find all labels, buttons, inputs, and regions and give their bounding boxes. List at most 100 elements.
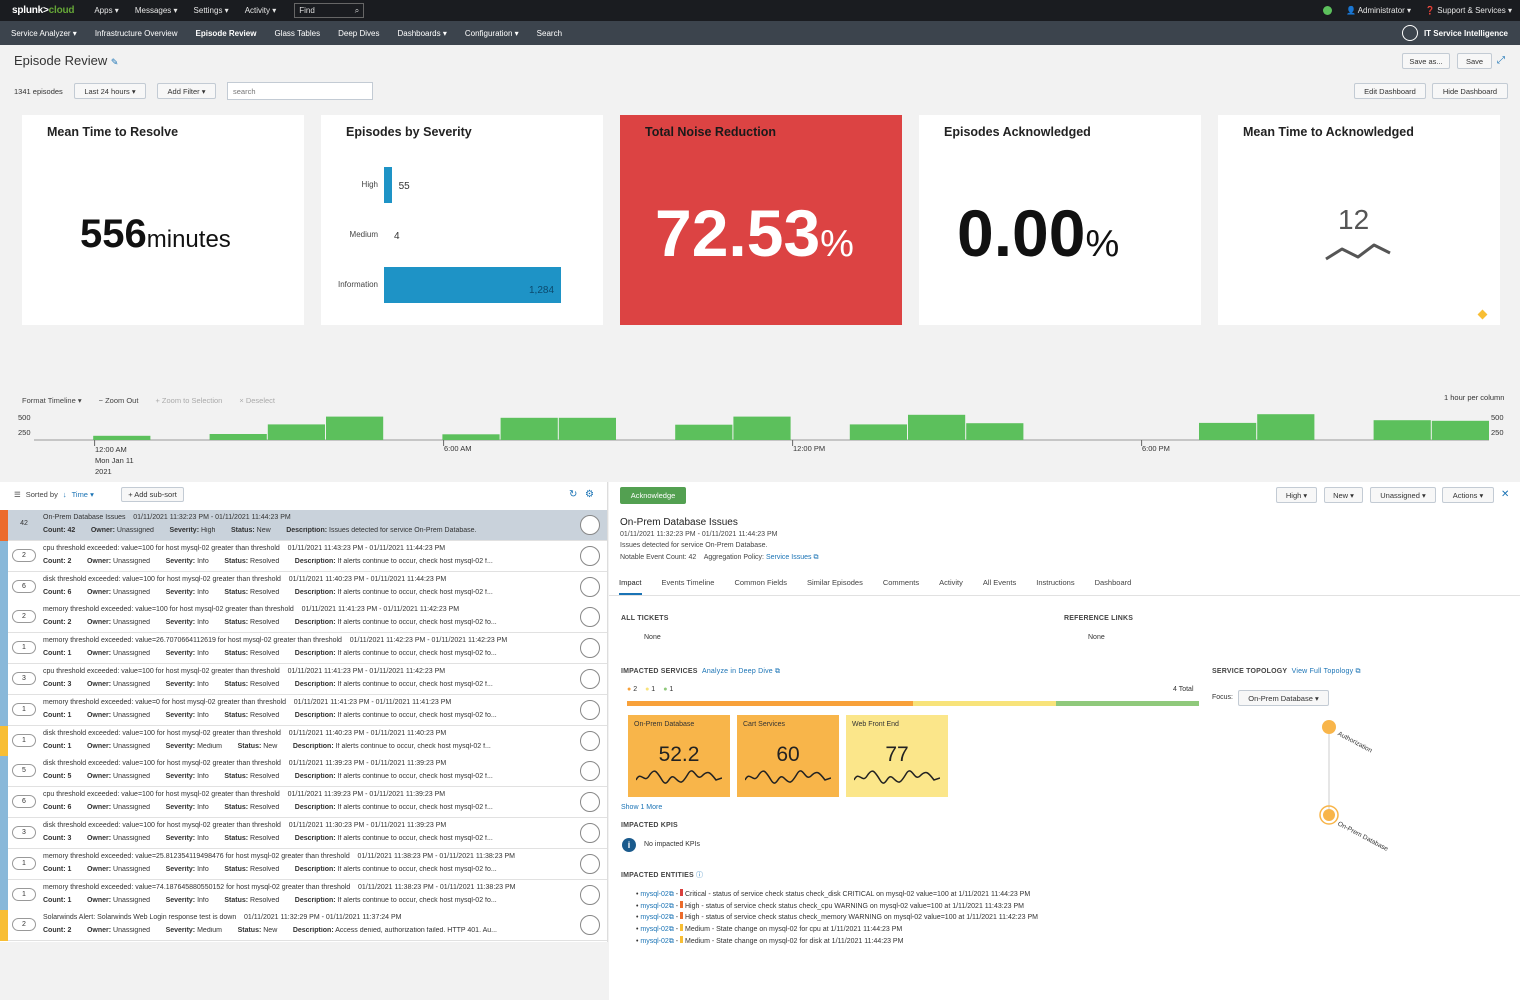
menu-messages[interactable]: Messages ▾ [134,6,178,15]
timeline-chart[interactable] [34,404,1489,454]
help-icon[interactable]: ⓘ [696,872,704,879]
timeline-bar[interactable] [209,434,267,440]
timeline-bar[interactable] [93,435,151,440]
select-episode-icon[interactable] [580,638,600,659]
deselect-button[interactable]: × Deselect [239,396,276,405]
tab-similar-episodes[interactable]: Similar Episodes [806,578,863,587]
policy-link[interactable]: Service Issues [765,554,812,561]
topology-graph[interactable] [1309,717,1419,837]
expand-icon[interactable]: ⤢ [1497,55,1505,66]
service-tile[interactable]: Cart Services 60 [737,715,839,797]
format-timeline-button[interactable]: Format Timeline ▾ [22,396,82,405]
tab-all-events[interactable]: All Events [982,578,1017,587]
entity-host-link[interactable]: mysql-02 [640,902,669,910]
episode-row[interactable]: 1 memory threshold exceeded: value=25.812… [0,848,607,880]
timeline-bar[interactable] [733,416,791,440]
episode-row[interactable]: 1 disk threshold exceeded: value=100 for … [0,725,607,757]
timeline-bar[interactable] [675,424,733,440]
nav-configuration[interactable]: Configuration ▾ [464,28,519,38]
save-button[interactable]: Save [1457,53,1492,69]
tab-activity[interactable]: Activity [939,578,963,587]
tab-impact[interactable]: Impact [619,578,642,595]
add-subsort-button[interactable]: + Add sub-sort [121,487,184,502]
close-icon[interactable]: ✕ [1501,489,1510,500]
service-tile[interactable]: On-Prem Database 52.2 [628,715,730,797]
splunk-logo[interactable]: splunk>cloud [12,5,75,16]
select-episode-icon[interactable] [580,853,600,874]
admin-menu[interactable]: 👤 Administrator ▾ [1346,6,1411,15]
episode-row[interactable]: 6 disk threshold exceeded: value=100 for … [0,571,607,603]
timeline-bar[interactable] [326,416,384,440]
entity-host-link[interactable]: mysql-02 [640,914,669,922]
save-as-button[interactable]: Save as... [1402,53,1450,69]
timeline-bar[interactable] [500,417,558,440]
select-episode-icon[interactable] [580,730,600,751]
timeline-bar[interactable] [558,417,616,440]
episode-row[interactable]: 6 cpu threshold exceeded: value=100 for h… [0,787,607,819]
node-database-icon[interactable] [1323,809,1335,821]
refresh-icon[interactable]: ↻ [569,489,578,500]
severity-dropdown[interactable]: High ▾ [1276,487,1317,503]
timeline-bar[interactable] [442,434,500,440]
episode-row[interactable]: 2 memory threshold exceeded: value=100 fo… [0,602,607,634]
add-filter-button[interactable]: Add Filter ▾ [157,83,216,99]
analyze-deep-dive-link[interactable]: Analyze in Deep Dive [701,668,773,675]
menu-activity[interactable]: Activity ▾ [244,6,277,15]
timeline-bar[interactable] [1199,422,1257,440]
episode-row[interactable]: 2 Solarwinds Alert: Solarwinds Web Login … [0,910,607,942]
acknowledge-button[interactable]: Acknowledge [620,487,686,504]
select-episode-icon[interactable] [580,823,600,843]
zoom-to-selection-button[interactable]: + Zoom to Selection [155,396,223,405]
timeline-bar[interactable] [1373,420,1431,440]
sort-field-select[interactable]: Time ▾ [71,490,94,499]
severity-bar[interactable] [384,167,392,203]
select-episode-icon[interactable] [580,699,600,720]
nav-dashboards[interactable]: Dashboards ▾ [397,28,447,38]
edit-title-icon[interactable]: ✎ [110,57,119,67]
nav-deep-dives[interactable]: Deep Dives [338,28,380,38]
timeline-bar[interactable] [1431,420,1489,440]
episode-row[interactable]: 1 memory threshold exceeded: value=74.187… [0,879,607,911]
select-episode-icon[interactable] [580,915,600,936]
show-more-link[interactable]: Show 1 More [621,804,663,811]
nav-glass-tables[interactable]: Glass Tables [274,28,321,38]
nav-search[interactable]: Search [536,28,563,38]
nav-infrastructure-overview[interactable]: Infrastructure Overview [94,28,178,38]
nav-service-analyzer[interactable]: Service Analyzer ▾ [11,28,77,38]
episode-search-input[interactable] [227,82,373,100]
timeline-bar[interactable] [1257,414,1315,440]
episode-row[interactable]: 2 cpu threshold exceeded: value=100 for h… [0,540,607,572]
support-menu[interactable]: ❓ Support & Services ▾ [1425,6,1512,15]
find-input[interactable]: Find ⌕ [294,3,365,18]
tab-events-timeline[interactable]: Events Timeline [661,578,715,587]
timeline-bar[interactable] [908,414,966,440]
node-authorization-icon[interactable] [1322,720,1336,734]
entity-host-link[interactable]: mysql-02 [640,937,669,945]
select-episode-icon[interactable] [580,761,600,782]
timeline-bar[interactable] [267,424,325,440]
status-dropdown[interactable]: New ▾ [1324,487,1363,503]
menu-settings[interactable]: Settings ▾ [193,6,229,15]
tab-dashboard[interactable]: Dashboard [1094,578,1132,587]
select-episode-icon[interactable] [580,607,600,628]
edit-dashboard-button[interactable]: Edit Dashboard [1354,83,1426,99]
hide-dashboard-button[interactable]: Hide Dashboard [1432,83,1508,99]
tab-comments[interactable]: Comments [882,578,920,587]
zoom-out-button[interactable]: − Zoom Out [98,396,139,405]
episode-row[interactable]: 1 memory threshold exceeded: value=0 for … [0,694,607,726]
episode-row[interactable]: 42 On-Prem Database Issues 01/11/2021 11:… [0,510,607,541]
select-episode-icon[interactable] [580,884,600,905]
episode-row[interactable]: 1 memory threshold exceeded: value=26.707… [0,633,607,665]
select-episode-icon[interactable] [580,515,600,535]
timeline-bar[interactable] [966,423,1024,440]
entity-host-link[interactable]: mysql-02 [640,926,669,934]
time-range-picker[interactable]: Last 24 hours ▾ [74,83,146,99]
nav-episode-review[interactable]: Episode Review [195,28,257,38]
severity-bar[interactable] [384,267,561,303]
owner-dropdown[interactable]: Unassigned ▾ [1370,487,1436,503]
actions-dropdown[interactable]: Actions ▾ [1442,487,1494,503]
tab-instructions[interactable]: Instructions [1036,578,1075,587]
select-episode-icon[interactable] [580,545,600,566]
service-tile[interactable]: Web Front End 77 [846,715,948,797]
select-episode-icon[interactable] [580,792,600,813]
